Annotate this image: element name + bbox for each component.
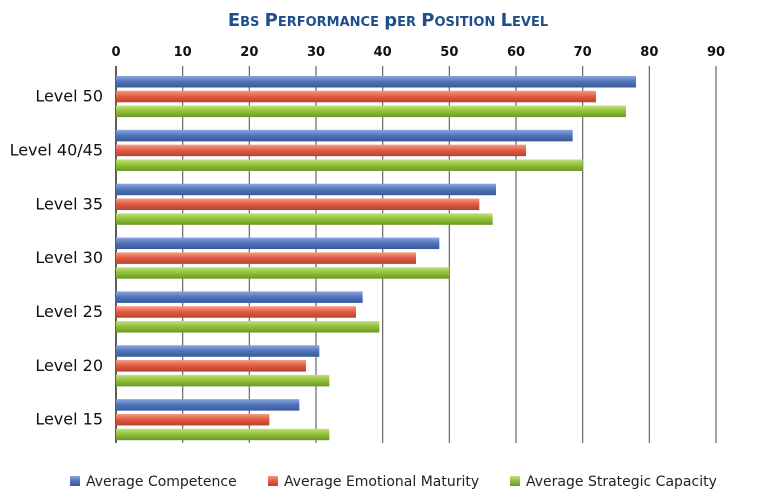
category-label: Level 40/45 [10,140,103,159]
bar-level-20-series-1 [116,360,306,372]
x-tick-label-50: 50 [440,45,458,60]
bar-level-25-series-1 [116,306,356,318]
bar-level-30-series-0 [116,237,440,250]
bar-level-40-45-series-0 [116,129,573,142]
x-tick-label-90: 90 [707,45,725,60]
category-labels: Level 50 Level 40/45 Level 35 Level 30 Level… [10,87,103,429]
x-tick-label-40: 40 [374,45,392,60]
category-label: Level 50 [35,87,103,106]
bar-level-20-series-2 [116,374,330,387]
legend-swatch [70,476,80,486]
bar-level-25-series-2 [116,321,380,333]
category-label: Level 25 [35,302,103,321]
bar-level-35-series-0 [116,183,496,196]
bar-level-50-series-2 [116,105,626,118]
bar-level-40-45-series-1 [116,144,526,157]
bar-level-25-series-0 [116,291,363,303]
x-tick-label-20: 20 [240,45,258,60]
x-tick-label-10: 10 [174,45,192,60]
legend-swatch [268,476,278,486]
bar-level-20-series-0 [116,345,320,357]
x-tick-label-30: 30 [307,45,325,60]
legend: Average Competence Average Emotional Matu… [70,474,717,490]
category-label: Level 30 [35,248,103,267]
chart-title: EBS PERFORMANCE pER POSITION LEVEL [228,10,548,31]
legend-swatch [510,476,520,486]
x-tick-label-80: 80 [640,45,658,60]
bars [116,76,636,441]
bar-level-30-series-2 [116,267,450,279]
x-tick-label-0: 0 [111,45,120,60]
category-label: Level 35 [35,194,103,213]
x-tick-label-70: 70 [574,45,592,60]
bar-level-35-series-1 [116,198,480,211]
legend-label: Average Competence [86,474,237,490]
bar-level-50-series-0 [116,76,636,88]
bar-level-15-series-2 [116,428,330,441]
bar-level-30-series-1 [116,252,416,264]
x-tick-label-60: 60 [507,45,525,60]
x-axis-ticks: 0 10 20 30 40 50 60 70 80 90 [111,45,725,60]
category-label: Level 20 [35,356,103,375]
category-label: Level 15 [35,410,103,429]
bar-level-35-series-2 [116,213,493,225]
bar-level-15-series-1 [116,413,270,426]
legend-label: Average Strategic Capacity [526,474,717,490]
bar-level-40-45-series-2 [116,159,583,171]
legend-label: Average Emotional Maturity [284,474,479,490]
bar-level-15-series-0 [116,399,300,411]
bar-level-50-series-1 [116,90,596,103]
